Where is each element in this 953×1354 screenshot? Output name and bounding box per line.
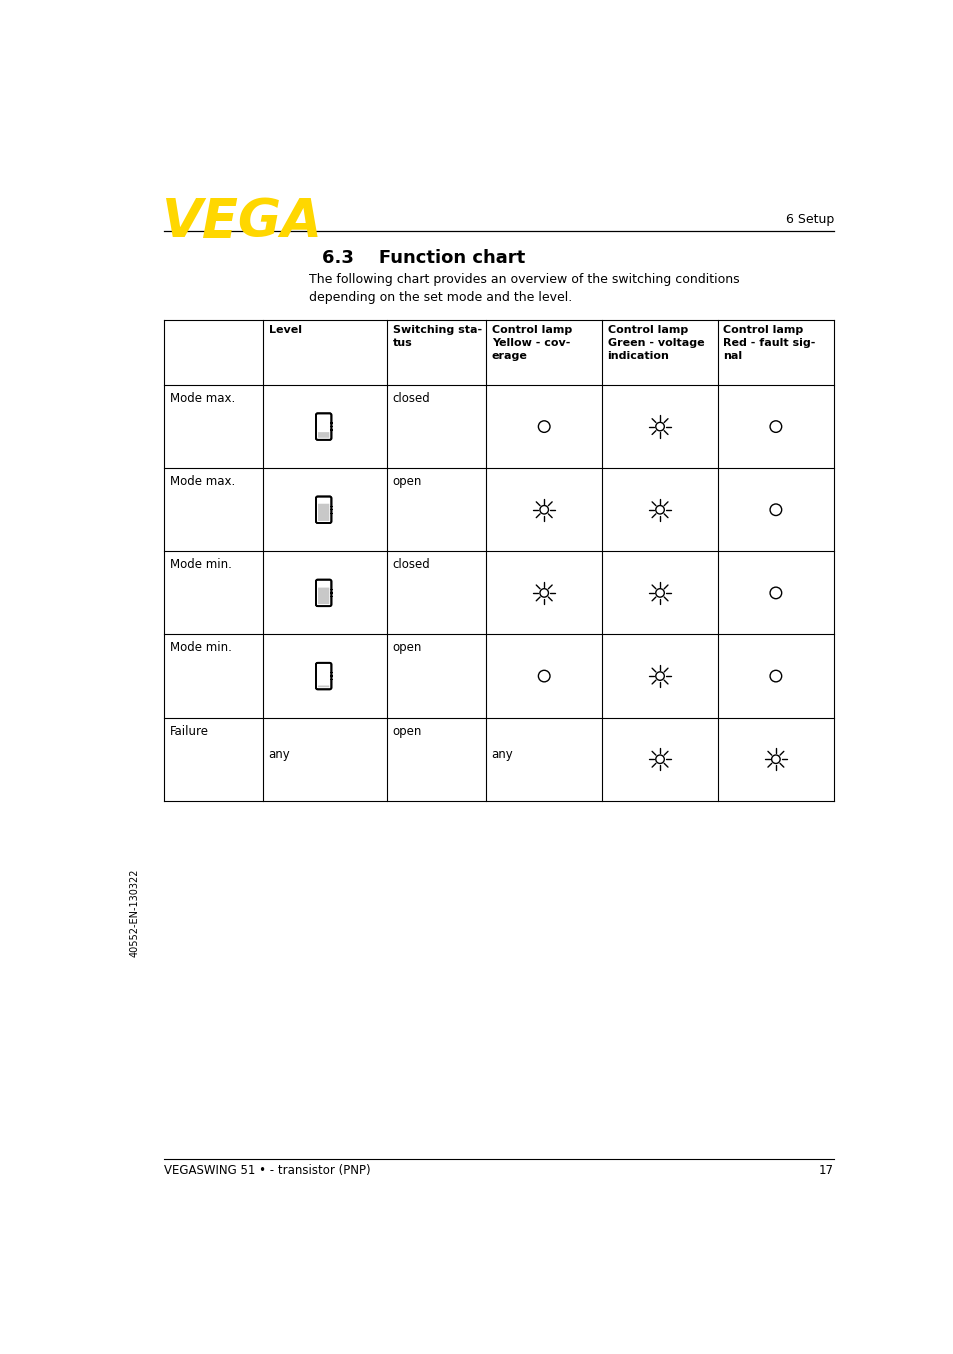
- Text: closed: closed: [393, 391, 430, 405]
- Bar: [330, 509, 333, 510]
- FancyBboxPatch shape: [317, 588, 329, 604]
- Text: open: open: [393, 642, 421, 654]
- Text: Control lamp
Red - fault sig-
nal: Control lamp Red - fault sig- nal: [722, 325, 815, 360]
- Bar: [330, 592, 333, 593]
- Text: closed: closed: [393, 558, 430, 571]
- Text: VEGA: VEGA: [162, 196, 322, 248]
- Bar: [330, 513, 333, 515]
- Text: 17: 17: [818, 1164, 833, 1177]
- Text: 6 Setup: 6 Setup: [784, 213, 833, 226]
- Text: any: any: [269, 749, 290, 761]
- Text: any: any: [491, 749, 513, 761]
- Bar: [330, 422, 333, 424]
- Bar: [330, 427, 333, 428]
- Text: The following chart provides an overview of the switching conditions
depending o: The following chart provides an overview…: [309, 274, 739, 305]
- Text: open: open: [393, 475, 421, 487]
- FancyBboxPatch shape: [317, 685, 329, 688]
- Bar: [330, 676, 333, 677]
- Text: VEGASWING 51 • - transistor (PNP): VEGASWING 51 • - transistor (PNP): [164, 1164, 371, 1177]
- Text: Mode min.: Mode min.: [170, 642, 232, 654]
- Text: Control lamp
Yellow - cov-
erage: Control lamp Yellow - cov- erage: [491, 325, 572, 360]
- FancyBboxPatch shape: [315, 497, 331, 523]
- FancyBboxPatch shape: [315, 413, 331, 440]
- Text: open: open: [393, 724, 421, 738]
- Text: Control lamp
Green - voltage
indication: Control lamp Green - voltage indication: [607, 325, 703, 360]
- FancyBboxPatch shape: [317, 432, 329, 437]
- FancyBboxPatch shape: [317, 504, 329, 521]
- Text: Level: Level: [269, 325, 301, 334]
- Bar: [330, 596, 333, 597]
- Bar: [330, 429, 333, 431]
- Bar: [330, 589, 333, 590]
- Text: Failure: Failure: [170, 724, 209, 738]
- FancyBboxPatch shape: [315, 663, 331, 689]
- Text: 40552-EN-130322: 40552-EN-130322: [130, 868, 139, 957]
- FancyBboxPatch shape: [315, 580, 331, 607]
- Text: Mode min.: Mode min.: [170, 558, 232, 571]
- Text: Mode max.: Mode max.: [170, 391, 234, 405]
- Bar: [330, 505, 333, 506]
- Text: Switching sta-
tus: Switching sta- tus: [393, 325, 481, 348]
- Bar: [330, 672, 333, 673]
- Text: 6.3    Function chart: 6.3 Function chart: [322, 249, 525, 267]
- Text: Mode max.: Mode max.: [170, 475, 234, 487]
- Bar: [330, 678, 333, 680]
